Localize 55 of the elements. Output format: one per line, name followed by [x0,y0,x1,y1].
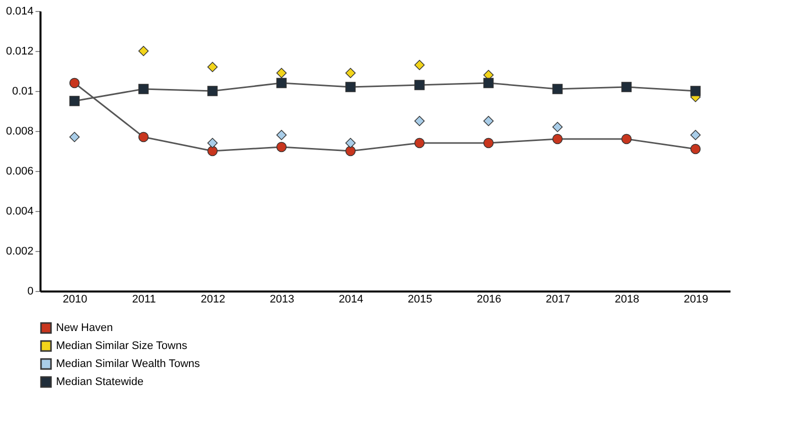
x-tick-label: 2015 [408,294,432,306]
point [276,68,287,78]
point [414,138,425,148]
point [69,132,80,142]
x-tick-label: 2012 [200,294,226,306]
y-tick-label: 0.006 [6,166,34,178]
point [276,130,287,140]
point [138,46,149,56]
y-tick-label: 0.01 [12,86,34,98]
point [552,134,563,144]
point [69,78,80,88]
point [690,144,701,154]
point [207,138,218,148]
y-tick-label: 0 [27,286,34,298]
point [138,84,149,94]
y-tick-label: 0.008 [6,126,34,138]
x-tick-label: 2014 [338,294,364,306]
point [483,78,494,88]
point [345,146,356,156]
point [345,68,356,78]
x-tick-label: 2011 [132,294,156,306]
x-tick-label: 2017 [546,294,570,306]
point [552,122,563,132]
point [621,134,632,144]
point [552,84,563,94]
x-tick-label: 2013 [270,294,294,306]
y-tick-label: 0.004 [6,206,34,218]
point [483,116,494,126]
point [207,62,218,72]
point [690,130,701,140]
point [483,138,494,148]
point [345,82,356,92]
y-tick-label: 0.002 [6,246,34,258]
point [414,60,425,70]
legend-label: New Haven [56,322,113,334]
point [138,132,149,142]
y-tick-label: 0.012 [6,46,34,58]
point [207,146,218,156]
point [276,78,287,88]
point [621,82,632,92]
y-tick-label: 0.014 [6,6,34,18]
point [690,86,701,96]
x-tick-label: 2016 [476,294,502,306]
point [345,138,356,148]
legend-label: Median Similar Wealth Towns [56,358,200,370]
point [207,86,218,96]
x-tick-label: 2010 [62,294,88,306]
x-tick-label: 2019 [684,294,708,306]
point [276,142,287,152]
point [414,80,425,90]
point [69,96,80,106]
point [414,116,425,126]
x-tick-label: 2018 [614,294,640,306]
legend-label: Median Similar Size Towns [56,340,188,352]
legend-label: Median Statewide [56,376,144,388]
